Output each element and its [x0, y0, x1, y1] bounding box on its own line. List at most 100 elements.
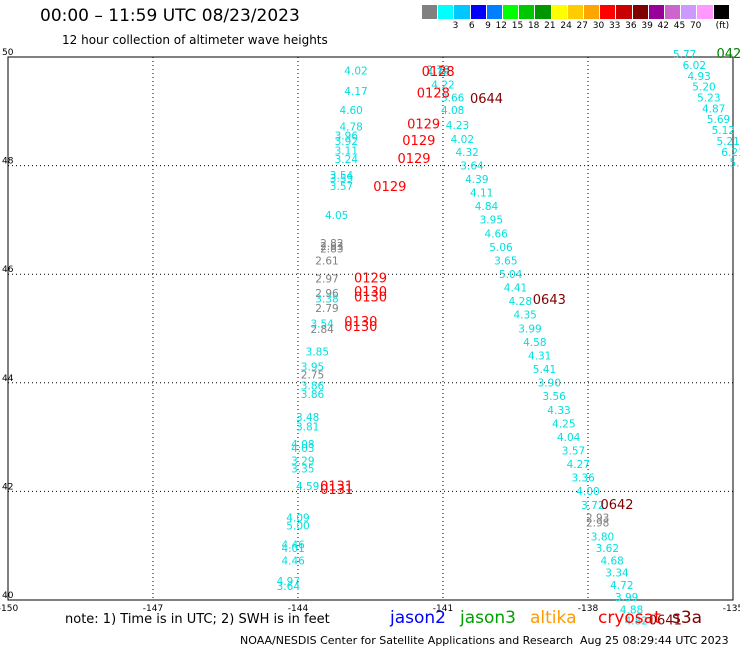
- wave-height-point: 3.81: [296, 422, 319, 434]
- wave-height-point: 3.99: [518, 323, 541, 335]
- chart-subtitle: 12 hour collection of altimeter wave hei…: [62, 33, 328, 47]
- wave-height-point: 3.54: [330, 170, 354, 182]
- wave-height-point: 5.20: [692, 82, 715, 94]
- pass-time-label: 0129: [397, 152, 430, 167]
- wave-height-point: 4.03: [291, 443, 314, 455]
- pass-time-label: 0130: [344, 315, 377, 330]
- wave-height-point: 4.02: [451, 134, 474, 146]
- x-tick-label: -150: [0, 604, 18, 614]
- wave-height-point: 2.75: [301, 369, 324, 381]
- pass-time-label: 0128: [417, 87, 450, 102]
- colorbar-swatch: [632, 5, 649, 19]
- colorbar-swatch: [567, 5, 584, 19]
- wave-height-point: 4.32: [455, 147, 478, 159]
- wave-height-point: 4.60: [339, 105, 362, 117]
- generation-timestamp: Aug 25 08:29:44 UTC 2023: [580, 634, 729, 647]
- wave-height-point: 2.61: [315, 255, 338, 267]
- wave-height-point: 3.86: [301, 389, 325, 401]
- wave-height-point: 4.09: [286, 512, 309, 524]
- colorbar-label: 36: [625, 21, 637, 31]
- pass-time-label: 0641: [649, 613, 682, 628]
- wave-height-point: 4.22: [431, 79, 454, 91]
- colorbar-swatch: [648, 5, 665, 19]
- legend-s3a: s3a: [672, 608, 703, 628]
- x-tick-label: -144: [288, 604, 309, 614]
- pass-time-label: 0131: [320, 483, 353, 498]
- wave-height-point: 2.83: [320, 241, 343, 253]
- wave-height-point: 3.34: [605, 568, 629, 580]
- wave-height-point: 2.96: [315, 288, 339, 300]
- wave-height-point: 4.28: [509, 296, 532, 308]
- wave-height-point: 2.97: [315, 273, 338, 285]
- legend-altika: altika: [530, 608, 577, 628]
- colorbar-swatch: [503, 5, 520, 19]
- pass-time-label: 0129: [407, 118, 440, 133]
- footnote: note: 1) Time is in UTC; 2) SWH is in fe…: [65, 612, 330, 627]
- wave-height-point: 2.93: [586, 512, 609, 524]
- colorbar-label: 27: [576, 21, 588, 31]
- wave-height-point: 5.23: [697, 93, 720, 105]
- wave-height-point: 4.72: [610, 580, 633, 592]
- wave-height-point: 3.24: [335, 154, 359, 166]
- wave-height-point: 3.54: [310, 318, 334, 330]
- colorbar-label: 39: [641, 21, 653, 31]
- wave-height-point: 3.48: [296, 412, 319, 424]
- wave-height-point: 2.84: [310, 324, 334, 336]
- x-tick-label: -135: [723, 604, 740, 614]
- wave-height-point: 4.25: [552, 418, 575, 430]
- wave-height-point: 3.86: [301, 380, 325, 392]
- wave-height-point: 6.21: [721, 147, 740, 159]
- colorbar-label: 45: [673, 21, 686, 31]
- wave-height-point: 4.17: [344, 86, 367, 98]
- wave-height-point: 3.90: [538, 378, 561, 390]
- y-tick-label: 42: [2, 482, 13, 492]
- y-tick-label: 46: [2, 265, 14, 275]
- wave-height-point: 3.62: [596, 543, 619, 555]
- wave-height-point: 5.06: [489, 242, 513, 254]
- colorbar-label: 9: [485, 21, 491, 31]
- wave-height-point: 4.66: [484, 228, 508, 240]
- wave-height-point: 5.04: [499, 269, 523, 281]
- wave-height-point: 4.27: [567, 459, 590, 471]
- wave-height-point: 3.65: [494, 255, 517, 267]
- y-tick-label: 50: [2, 48, 14, 58]
- colorbar-unit: (ft): [715, 21, 730, 31]
- wave-height-point: 4.46: [281, 556, 305, 568]
- colorbar-swatch: [551, 5, 568, 19]
- wave-height-point: 4.02: [344, 65, 367, 77]
- wave-height-point: 4.58: [523, 337, 546, 349]
- colorbar-swatch: [616, 5, 633, 19]
- wave-height-point: 4.78: [339, 121, 362, 133]
- pass-time-label: 0642: [600, 498, 633, 513]
- wave-height-point: 4.23: [446, 120, 469, 132]
- wave-height-point: 3.99: [615, 592, 638, 604]
- wave-height-point: 4.39: [465, 174, 488, 186]
- wave-height-point: 5.41: [533, 364, 556, 376]
- wave-height-point: 2.83: [320, 243, 343, 255]
- colorbar-swatch: [454, 5, 471, 19]
- wave-height-point: 3.64: [277, 581, 301, 593]
- wave-height-point: 4.31: [528, 350, 551, 362]
- y-tick-label: 40: [2, 591, 14, 601]
- colorbar-label: 70: [689, 21, 702, 31]
- colorbar-swatch: [470, 5, 487, 19]
- wave-height-point: 3.64: [460, 160, 484, 172]
- colorbar-label: 30: [592, 21, 605, 31]
- wave-height-point: 3.59: [330, 173, 353, 185]
- wave-height-point: 5.69: [707, 114, 730, 126]
- wave-height-point: 3.80: [591, 531, 614, 543]
- wave-height-point: 3.96: [335, 131, 359, 143]
- wave-height-point: 4.88: [620, 605, 643, 617]
- colorbar-swatch: [584, 5, 601, 19]
- wave-height-point: 4.97: [277, 576, 300, 588]
- wave-height-point: 4.00: [576, 486, 599, 498]
- plot-frame: [7, 56, 734, 601]
- wave-height-point: 3.95: [480, 215, 503, 227]
- colorbar-label: 3: [452, 21, 459, 31]
- legend-cryosat: cryosat: [598, 608, 661, 628]
- wave-height-point: 5.00: [286, 520, 309, 532]
- wave-height-point: 4.59: [296, 481, 319, 493]
- colorbar-swatch: [600, 5, 617, 19]
- colorbar-swatch: [422, 5, 439, 19]
- legend-jason2: jason2: [390, 608, 446, 628]
